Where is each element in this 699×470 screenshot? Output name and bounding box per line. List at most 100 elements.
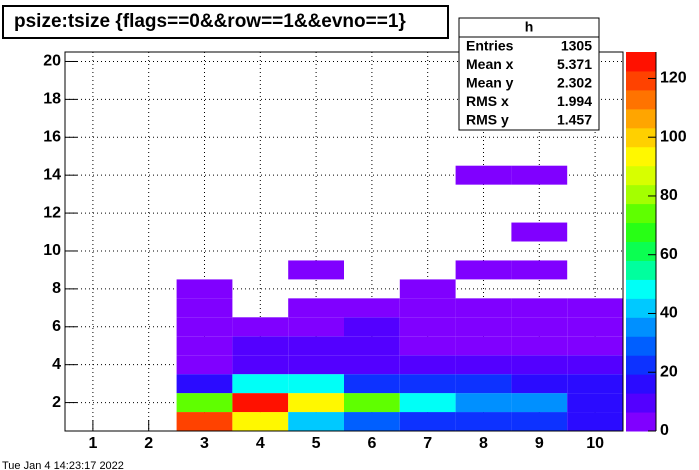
palette-box — [626, 336, 656, 356]
cell — [567, 374, 623, 394]
cell — [232, 317, 289, 337]
palette-box — [626, 70, 656, 91]
stats-value: 1.994 — [557, 93, 592, 109]
palette-box — [626, 222, 656, 242]
palette-box — [626, 393, 656, 413]
cell — [399, 298, 456, 318]
cell — [455, 298, 512, 318]
footer: Tue Jan 4 14:23:17 2022 — [2, 460, 124, 470]
x-tick-label: 6 — [367, 435, 376, 452]
cell — [455, 412, 512, 431]
cell — [288, 412, 344, 431]
stats-label: RMS x — [466, 93, 509, 109]
y-tick-label: 14 — [43, 166, 61, 183]
cell — [344, 355, 400, 375]
chart-title: psize:tsize {flags==0&&row==1&&evno==1} — [14, 11, 406, 32]
cell — [567, 355, 623, 375]
palette-box — [626, 52, 656, 72]
cell — [455, 355, 512, 375]
stats-value: 5.371 — [557, 56, 592, 72]
cell — [511, 298, 568, 318]
cell — [232, 374, 289, 394]
z-tick-label: 20 — [660, 363, 678, 380]
cell — [344, 393, 400, 413]
cell — [344, 374, 400, 394]
cell — [176, 355, 233, 375]
cell — [232, 393, 289, 413]
cell — [344, 336, 400, 356]
cell — [176, 412, 233, 431]
cell — [176, 336, 233, 356]
palette-box — [626, 298, 656, 318]
y-tick-label: 2 — [52, 394, 61, 411]
cell — [455, 393, 512, 413]
x-tick-label: 2 — [144, 435, 153, 452]
stats-value: 1305 — [561, 38, 592, 54]
z-tick-label: 100 — [660, 128, 687, 145]
x-tick-label: 1 — [88, 435, 97, 452]
palette-box — [626, 355, 656, 375]
palette-box — [626, 279, 656, 299]
stats-value: 1.457 — [557, 112, 592, 128]
cell — [511, 260, 568, 280]
palette-box — [626, 260, 656, 280]
cell — [567, 298, 623, 318]
cell — [511, 317, 568, 337]
cell — [176, 279, 233, 299]
cell — [511, 165, 568, 185]
cell — [455, 374, 512, 394]
cell — [288, 336, 344, 356]
y-tick-label: 18 — [43, 91, 61, 108]
cell — [511, 222, 568, 242]
cell — [511, 374, 568, 394]
palette-box — [626, 89, 656, 110]
x-tick-label: 7 — [423, 435, 432, 452]
cell — [567, 412, 623, 431]
x-tick-label: 8 — [479, 435, 488, 452]
palette-box — [626, 317, 656, 337]
palette-box — [626, 127, 656, 148]
title-box — [2, 5, 449, 39]
cell — [288, 393, 344, 413]
cell — [455, 317, 512, 337]
palette-box — [626, 146, 656, 167]
cell — [455, 260, 512, 280]
cell — [399, 317, 456, 337]
cell — [288, 260, 344, 280]
cell — [567, 317, 623, 337]
cell — [399, 393, 456, 413]
cell — [511, 393, 568, 413]
z-tick-label: 120 — [660, 70, 687, 87]
cell — [567, 393, 623, 413]
x-tick-label: 3 — [200, 435, 209, 452]
cell — [176, 393, 233, 413]
z-tick-label: 80 — [660, 187, 678, 204]
cell — [511, 412, 568, 431]
cell — [288, 298, 344, 318]
cell — [288, 374, 344, 394]
y-tick-label: 12 — [43, 204, 61, 221]
cell — [176, 317, 233, 337]
cell — [232, 412, 289, 431]
cell — [455, 165, 512, 185]
cell — [455, 336, 512, 356]
palette-box — [626, 374, 656, 394]
cell — [399, 355, 456, 375]
cell — [511, 355, 568, 375]
cell — [344, 298, 400, 318]
x-tick-label: 9 — [535, 435, 544, 452]
x-tick-label: 4 — [256, 435, 265, 452]
palette-box — [626, 165, 656, 186]
stats-label: Entries — [466, 38, 514, 54]
stats-title: h — [525, 19, 534, 35]
x-tick-label: 5 — [312, 435, 321, 452]
cell — [399, 279, 456, 299]
cell — [176, 298, 233, 318]
palette-box — [626, 412, 656, 432]
stats-label: Mean x — [466, 56, 514, 72]
y-tick-label: 16 — [43, 128, 61, 145]
y-tick-label: 8 — [52, 280, 61, 297]
cell — [288, 355, 344, 375]
palette-box — [626, 241, 656, 261]
